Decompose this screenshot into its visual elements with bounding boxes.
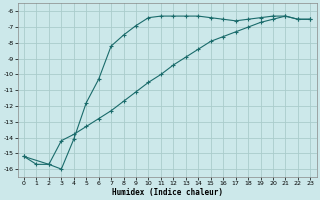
X-axis label: Humidex (Indice chaleur): Humidex (Indice chaleur): [112, 188, 223, 197]
